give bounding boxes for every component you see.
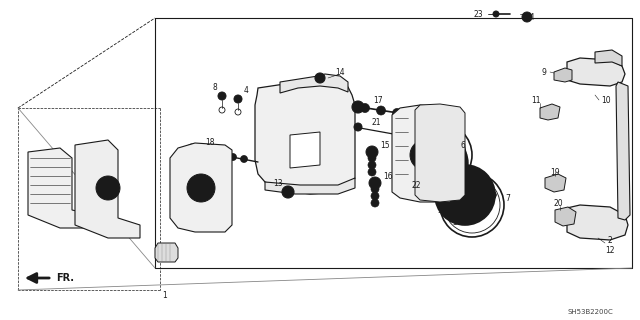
Polygon shape — [555, 207, 576, 226]
Circle shape — [220, 94, 224, 98]
Circle shape — [285, 189, 291, 195]
Circle shape — [354, 123, 362, 131]
Ellipse shape — [441, 192, 469, 202]
Polygon shape — [554, 68, 572, 82]
Text: 16: 16 — [383, 172, 393, 180]
Polygon shape — [170, 143, 232, 232]
Text: 14: 14 — [335, 68, 345, 76]
Ellipse shape — [441, 200, 469, 210]
Text: 1: 1 — [163, 291, 168, 300]
Text: 13: 13 — [273, 179, 283, 188]
Circle shape — [522, 12, 532, 22]
Circle shape — [236, 97, 240, 101]
Circle shape — [234, 95, 242, 103]
Circle shape — [372, 180, 378, 186]
Text: 24: 24 — [525, 12, 535, 21]
Circle shape — [404, 133, 412, 141]
Circle shape — [230, 154, 237, 161]
Circle shape — [369, 177, 381, 189]
Circle shape — [207, 149, 214, 156]
Text: 10: 10 — [601, 95, 611, 105]
Circle shape — [392, 108, 401, 117]
Text: 23: 23 — [473, 10, 483, 19]
Circle shape — [371, 199, 379, 207]
Circle shape — [376, 106, 385, 115]
Circle shape — [187, 174, 215, 202]
Text: 15: 15 — [380, 140, 390, 149]
Text: 21: 21 — [371, 117, 381, 126]
Text: FR.: FR. — [56, 273, 74, 283]
Text: 2: 2 — [607, 236, 612, 244]
Text: 20: 20 — [553, 198, 563, 207]
Polygon shape — [75, 140, 140, 238]
Circle shape — [410, 188, 417, 196]
Circle shape — [525, 14, 529, 20]
Text: SH53B2200C: SH53B2200C — [567, 309, 613, 315]
Polygon shape — [415, 104, 465, 202]
Circle shape — [493, 11, 499, 17]
Text: 5: 5 — [438, 205, 442, 214]
Text: 19: 19 — [550, 167, 560, 177]
Circle shape — [352, 101, 364, 113]
Polygon shape — [155, 243, 178, 262]
Circle shape — [360, 103, 369, 113]
Text: 22: 22 — [412, 180, 420, 189]
Ellipse shape — [441, 176, 469, 186]
Text: 7: 7 — [506, 194, 511, 203]
Polygon shape — [540, 104, 560, 120]
Text: 17: 17 — [373, 95, 383, 105]
Text: 8: 8 — [212, 83, 218, 92]
Circle shape — [435, 165, 495, 225]
Polygon shape — [255, 80, 355, 194]
Circle shape — [368, 161, 376, 169]
Polygon shape — [616, 82, 630, 220]
Circle shape — [355, 104, 361, 110]
Circle shape — [412, 135, 468, 191]
Text: 11: 11 — [531, 95, 541, 105]
Circle shape — [218, 92, 226, 100]
Polygon shape — [265, 178, 355, 194]
Polygon shape — [392, 105, 458, 202]
Circle shape — [187, 144, 197, 154]
Polygon shape — [567, 58, 625, 86]
Circle shape — [196, 148, 204, 155]
Circle shape — [282, 186, 294, 198]
Circle shape — [408, 111, 417, 120]
Circle shape — [368, 154, 376, 162]
Polygon shape — [545, 174, 566, 192]
Polygon shape — [595, 50, 622, 66]
Circle shape — [368, 168, 376, 176]
Polygon shape — [28, 148, 95, 228]
Ellipse shape — [441, 168, 469, 178]
Text: 4: 4 — [244, 85, 248, 94]
Circle shape — [410, 140, 440, 170]
Circle shape — [366, 146, 378, 158]
Circle shape — [315, 73, 325, 83]
Circle shape — [369, 149, 375, 155]
Text: 6: 6 — [461, 140, 465, 149]
Circle shape — [317, 76, 323, 81]
Polygon shape — [290, 132, 320, 168]
Circle shape — [218, 151, 225, 158]
Text: 9: 9 — [541, 68, 547, 76]
Circle shape — [371, 192, 379, 200]
Text: 12: 12 — [605, 245, 615, 254]
Circle shape — [241, 156, 248, 163]
Circle shape — [96, 176, 120, 200]
Text: 18: 18 — [205, 138, 215, 147]
Circle shape — [371, 185, 379, 193]
Ellipse shape — [441, 184, 469, 194]
Polygon shape — [567, 205, 628, 240]
Polygon shape — [280, 74, 348, 93]
Text: 3: 3 — [452, 218, 458, 227]
